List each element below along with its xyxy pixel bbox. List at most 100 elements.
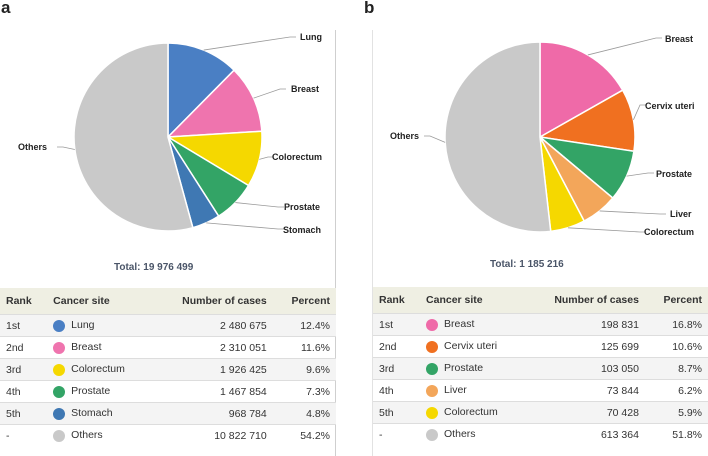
site-label: Others [71, 429, 103, 442]
pie-slice-others [444, 41, 552, 233]
table-row: 3rd Colorectum 1 926 425 9.6% [0, 358, 336, 381]
column-header: Percent [644, 287, 708, 314]
slice-label: Breast [291, 84, 319, 94]
panel-label-b: b [364, 0, 375, 17]
site-cell: Cervix uteri [420, 335, 525, 358]
pie-chart-b: Breast Cervix uteri Prostate Liver Colorectu… [390, 34, 695, 237]
table-row: 1st Breast 198 831 16.8% [373, 313, 708, 336]
column-header: Rank [373, 287, 421, 314]
column-header: Cancer site [420, 287, 525, 314]
site-cell: Others [420, 423, 525, 445]
panel-b: b Breast Cervix uteri Prostate Liver Colorec… [363, 0, 708, 456]
legend-dot-icon [53, 363, 66, 376]
percent-cell: 5.9% [644, 401, 708, 424]
site-cell: Stomach [47, 402, 152, 425]
site-label: Stomach [71, 407, 113, 420]
legend-dot-icon [426, 340, 439, 353]
slice-label: Colorectum [644, 227, 694, 237]
percent-cell: 6.2% [644, 379, 708, 402]
rank-cell: 2nd [373, 335, 421, 358]
table-row: 2nd Breast 2 310 051 11.6% [0, 336, 336, 359]
slice-label: Stomach [283, 225, 321, 235]
table-row: 2nd Cervix uteri 125 699 10.6% [373, 335, 708, 358]
table-row: 3rd Prostate 103 050 8.7% [373, 357, 708, 380]
slice-label: Prostate [284, 202, 320, 212]
leader-line [206, 222, 284, 230]
cases-cell: 10 822 710 [151, 424, 273, 446]
legend-dot-icon [426, 428, 439, 441]
rank-cell: - [373, 423, 421, 445]
cases-cell: 1 467 854 [151, 380, 273, 403]
site-cell: Prostate [420, 357, 525, 380]
rank-cell: 1st [373, 313, 421, 336]
table-row: 1st Lung 2 480 675 12.4% [0, 314, 336, 337]
slice-label: Lung [300, 32, 322, 42]
pie-slice-others [73, 42, 194, 232]
site-label: Liver [444, 384, 467, 397]
rank-cell: 2nd [0, 336, 48, 359]
site-label: Colorectum [71, 363, 125, 376]
legend-dot-icon [53, 341, 66, 354]
total-label-a: Total: 19 976 499 [114, 262, 194, 273]
site-cell: Colorectum [47, 358, 152, 381]
slice-label: Prostate [656, 169, 692, 179]
column-header: Rank [0, 288, 48, 315]
rank-cell: 3rd [0, 358, 48, 381]
percent-cell: 7.3% [272, 380, 336, 403]
leader-line [626, 172, 654, 177]
slice-label: Breast [665, 34, 693, 44]
pie-chart-a: Lung Breast Colorectum Prostate Stomach Other… [18, 32, 322, 235]
cases-cell: 1 926 425 [151, 358, 273, 381]
rank-cell: 3rd [373, 357, 421, 380]
column-header: Percent [272, 288, 336, 315]
cases-cell: 125 699 [524, 335, 645, 358]
leader-line [567, 227, 646, 233]
cases-table-a: Rank Cancer site Number of cases Percent 1s… [0, 288, 336, 446]
percent-cell: 16.8% [644, 313, 708, 336]
legend-dot-icon [426, 318, 439, 331]
table-row: - Others 613 364 51.8% [373, 423, 708, 445]
site-label: Prostate [444, 362, 484, 375]
table-row: 5th Colorectum 70 428 5.9% [373, 401, 708, 424]
table-row: - Others 10 822 710 54.2% [0, 424, 336, 446]
leader-line [599, 210, 666, 215]
cases-cell: 2 480 675 [151, 314, 273, 337]
leader-line [57, 146, 75, 150]
cases-cell: 198 831 [524, 313, 645, 336]
cases-cell: 103 050 [524, 357, 645, 380]
cases-cell: 70 428 [524, 401, 645, 424]
slice-label: Colorectum [272, 152, 322, 162]
leader-line [424, 135, 446, 143]
column-header: Cancer site [47, 288, 152, 315]
pie-slice-breast [539, 41, 624, 139]
panel-label-a: a [1, 0, 11, 17]
percent-cell: 54.2% [272, 424, 336, 446]
panel-a: a Lung Breast Colorectum Prostate Stomach Oth… [0, 0, 345, 456]
slice-label: Cervix uteri [645, 101, 695, 111]
site-cell: Lung [47, 314, 152, 337]
rank-cell: 1st [0, 314, 48, 337]
table-row: 4th Liver 73 844 6.2% [373, 379, 708, 402]
site-label: Colorectum [444, 406, 498, 419]
legend-dot-icon [53, 429, 66, 442]
cases-table-b: Rank Cancer site Number of cases Percent 1s… [373, 287, 708, 445]
site-label: Prostate [71, 385, 111, 398]
slice-label: Liver [670, 209, 692, 219]
site-label: Cervix uteri [444, 340, 498, 353]
pie-slice-lung [167, 42, 236, 139]
site-cell: Breast [420, 313, 525, 336]
site-label: Breast [71, 341, 102, 354]
table-row: 5th Stomach 968 784 4.8% [0, 402, 336, 425]
site-cell: Others [47, 424, 152, 446]
site-label: Breast [444, 318, 475, 331]
total-label-b: Total: 1 185 216 [490, 259, 564, 270]
site-label: Lung [71, 319, 95, 332]
cases-cell: 613 364 [524, 423, 645, 445]
pie-slice-breast [166, 69, 263, 138]
site-cell: Liver [420, 379, 525, 402]
legend-dot-icon [53, 407, 66, 420]
percent-cell: 11.6% [272, 336, 336, 359]
slice-label: Others [18, 142, 47, 152]
column-header: Number of cases [151, 288, 273, 315]
leader-line [235, 202, 284, 208]
